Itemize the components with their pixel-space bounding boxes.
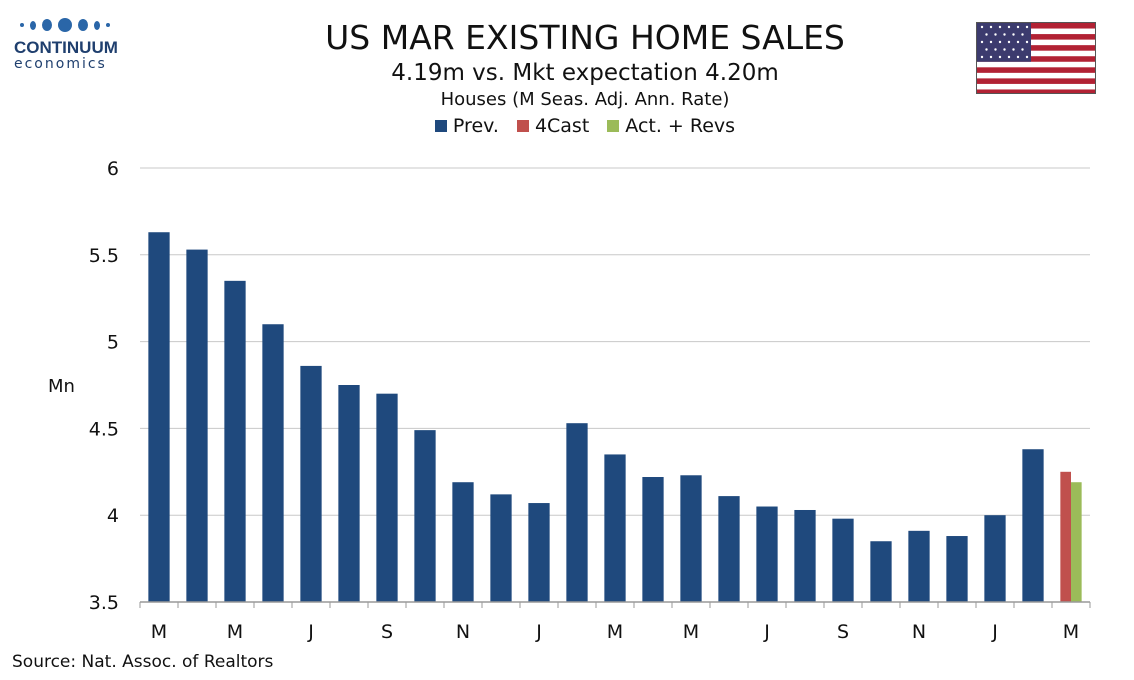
bar-prev xyxy=(1022,449,1044,602)
x-tick-label: J xyxy=(991,621,998,643)
bar-prev xyxy=(870,541,892,602)
x-tick-label: S xyxy=(837,621,849,643)
bar-prev xyxy=(528,503,550,602)
bar-prev xyxy=(984,515,1006,602)
y-tick-label: 3.5 xyxy=(89,592,119,614)
chart-header: US MAR EXISTING HOME SALES 4.19m vs. Mkt… xyxy=(200,18,970,139)
bar-prev xyxy=(604,454,626,602)
legend-item-prev: Prev. xyxy=(434,113,499,139)
logo-sub: economics xyxy=(14,56,107,72)
legend-swatch-actual xyxy=(607,120,620,132)
bar-prev xyxy=(946,536,968,602)
legend-item-4cast: 4Cast xyxy=(516,113,590,139)
bar-actual xyxy=(1071,482,1082,602)
bar-prev xyxy=(376,393,398,602)
x-tick-label: M xyxy=(151,621,167,643)
bar-prev xyxy=(718,496,740,602)
chart-legend: Prev. 4Cast Act. + Revs xyxy=(200,113,970,139)
chart-bars xyxy=(148,232,1082,603)
x-tick-label: J xyxy=(763,621,770,643)
x-tick-label: S xyxy=(381,621,393,643)
bar-4cast xyxy=(1060,471,1071,602)
bar-prev xyxy=(224,280,246,602)
chart-axes: 6 5.5 5 4.5 4 3.5 M M J S N J M M J S N J M xyxy=(89,158,1091,643)
logo-dots-icon xyxy=(14,14,134,36)
logo-word: CONTINUUM xyxy=(14,38,118,57)
bar-prev xyxy=(148,232,170,602)
legend-label-prev: Prev. xyxy=(452,115,499,137)
bar-prev xyxy=(832,518,854,602)
bar-chart: 6 5.5 5 4.5 4 3.5 M M J S N J M M J S N J M Mn xyxy=(48,158,1091,643)
bar-prev xyxy=(908,530,930,602)
y-axis-label: Mn xyxy=(48,376,75,397)
source-note: Source: Nat. Assoc. of Realtors xyxy=(12,652,274,672)
chart-subtitle: 4.19m vs. Mkt expectation 4.20m xyxy=(391,60,779,86)
legend-label-actual: Act. + Revs xyxy=(625,115,736,137)
chart-grid xyxy=(140,167,1090,516)
bar-prev xyxy=(794,509,816,602)
bar-prev xyxy=(452,482,474,602)
x-tick-label: J xyxy=(307,621,314,643)
chart-subtitle-units: Houses (M Seas. Adj. Ann. Rate) xyxy=(440,89,730,110)
legend-swatch-prev xyxy=(434,120,447,132)
continuum-logo: CONTINUUM economics xyxy=(14,14,134,72)
legend-item-actual: Act. + Revs xyxy=(607,113,735,139)
x-tick-label: J xyxy=(535,621,542,643)
bar-prev xyxy=(338,385,360,602)
y-tick-label: 4.5 xyxy=(89,418,119,440)
legend-label-4cast: 4Cast xyxy=(534,115,590,137)
bar-prev xyxy=(414,430,436,602)
legend-swatch-4cast xyxy=(516,120,529,132)
y-tick-label: 4 xyxy=(107,505,119,527)
y-tick-label: 6 xyxy=(107,158,119,180)
bar-prev xyxy=(642,477,664,602)
bar-prev xyxy=(756,506,778,602)
bar-prev xyxy=(186,249,208,603)
bar-prev xyxy=(680,475,702,602)
us-flag-icon xyxy=(976,22,1096,94)
y-tick-label: 5 xyxy=(107,332,119,354)
bar-prev xyxy=(262,324,284,602)
x-tick-label: M xyxy=(227,621,243,643)
bar-prev xyxy=(566,423,588,602)
x-tick-label: N xyxy=(912,621,926,643)
x-tick-label: M xyxy=(607,621,623,643)
chart-title: US MAR EXISTING HOME SALES xyxy=(325,18,845,57)
bar-prev xyxy=(490,494,512,602)
y-tick-label: 5.5 xyxy=(89,245,119,267)
bar-prev xyxy=(300,365,322,602)
x-tick-label: M xyxy=(683,621,699,643)
x-tick-label: N xyxy=(456,621,470,643)
x-tick-label: M xyxy=(1063,621,1079,643)
